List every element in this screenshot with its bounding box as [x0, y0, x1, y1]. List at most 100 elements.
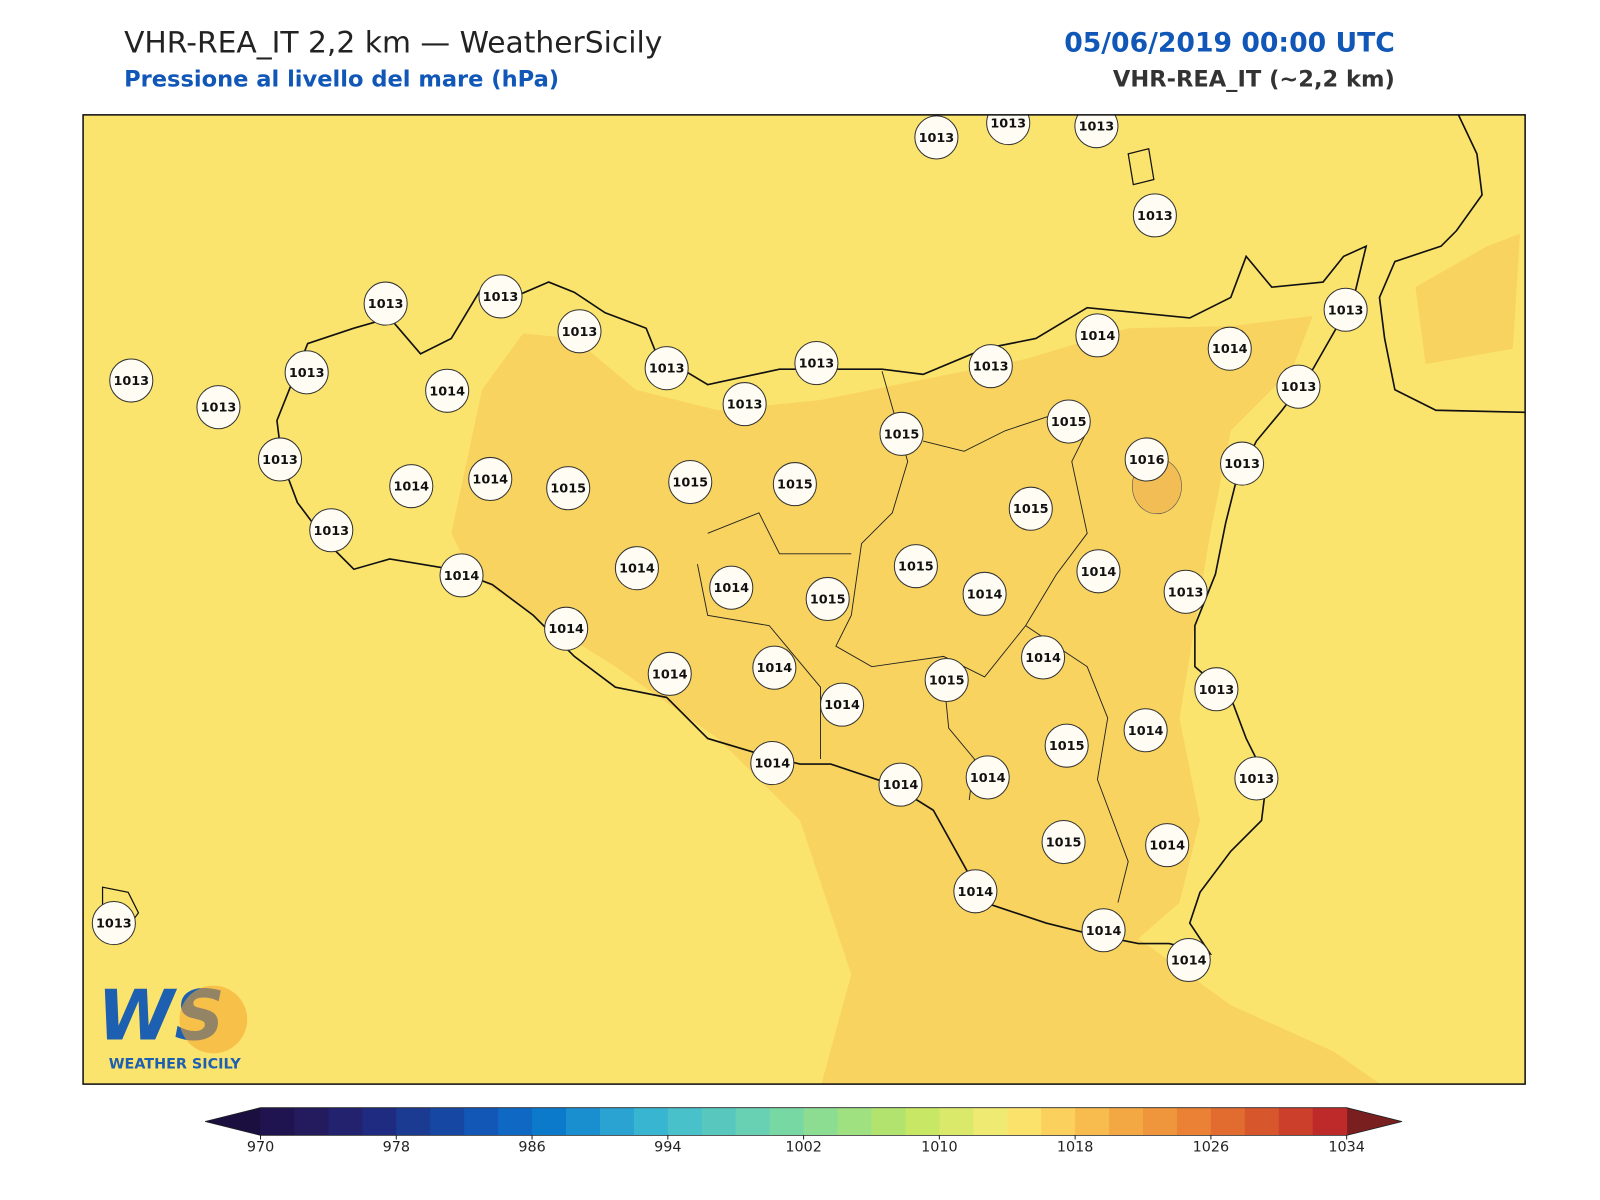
colorbar-bin [498, 1107, 533, 1136]
station-value: 1014 [967, 587, 1003, 602]
colorbar-bin [532, 1107, 567, 1136]
station-marker [914, 115, 959, 160]
station-value: 1013 [973, 360, 1009, 375]
colorbar-bin [1210, 1107, 1246, 1136]
station-marker [1075, 313, 1120, 358]
station-value: 1013 [1137, 209, 1173, 224]
station-value: 1013 [1168, 585, 1204, 600]
colorbar-bin [565, 1107, 601, 1136]
station-marker [986, 114, 1031, 146]
station-value: 1014 [444, 569, 480, 584]
station-value: 1013 [1079, 120, 1115, 135]
subtitle: Pressione al livello del mare (hPa) [124, 67, 559, 93]
colorbar-bin [464, 1107, 499, 1136]
station-marker [1041, 819, 1086, 865]
station-marker [1081, 908, 1126, 953]
station-value: 1014 [958, 885, 994, 900]
stations: 1013 1013 1013 1013 1013 1013 1013 1013 1013 1013… [91, 114, 1368, 983]
station-value: 1014 [548, 622, 584, 637]
station-marker [1207, 326, 1252, 371]
station-value: 1015 [884, 427, 920, 442]
map-frame [82, 114, 1526, 1085]
station-value: 1014 [393, 480, 429, 495]
colorbar-bin [396, 1107, 431, 1136]
station-marker [1220, 441, 1265, 486]
station-value: 1014 [1149, 839, 1185, 854]
station-marker [1046, 399, 1091, 444]
station-marker [1076, 549, 1121, 594]
station-marker [644, 346, 689, 391]
station-value: 1014 [883, 778, 919, 793]
station-marker [309, 508, 354, 553]
station-value: 1013 [201, 401, 237, 416]
colorbar-bin [430, 1107, 465, 1136]
station-marker [878, 762, 923, 807]
station-marker [965, 755, 1010, 800]
station-value: 1015 [777, 478, 813, 493]
station-marker [544, 606, 589, 651]
station-marker [109, 358, 154, 403]
colorbar-bin [294, 1107, 329, 1136]
station-value: 1013 [1281, 380, 1317, 395]
colorbar-bin [1312, 1107, 1348, 1136]
colorbar-tick-label: 1010 [921, 1140, 958, 1156]
colorbar-bin [735, 1107, 771, 1136]
pressure-zone [1415, 233, 1520, 365]
colorbar-bin [905, 1107, 940, 1136]
datetime: 05/06/2019 00:00 UTC [1064, 28, 1395, 59]
station-value: 1013 [289, 366, 325, 381]
station-marker [1008, 486, 1053, 531]
island [1127, 147, 1155, 186]
colorbar: 970 978 986 994 1002 1010 1018 1026 1034 [205, 1107, 1403, 1156]
station-marker [819, 682, 865, 727]
station-value: 1014 [824, 698, 860, 713]
colorbar-bin [1075, 1107, 1110, 1136]
province-border [696, 371, 1129, 903]
station-marker [91, 901, 136, 946]
station-marker [257, 437, 303, 482]
station-marker [772, 462, 817, 507]
station-marker [953, 869, 998, 914]
station-marker [794, 341, 839, 386]
colorbar-tick-label: 986 [518, 1140, 545, 1156]
coastline [276, 244, 1368, 956]
model-label: VHR-REA_IT (~2,2 km) [1113, 67, 1395, 93]
colorbar-bin [328, 1107, 363, 1136]
station-value: 1013 [919, 131, 955, 146]
station-marker [614, 546, 659, 591]
station-value: 1014 [1086, 924, 1122, 939]
station-value: 1013 [113, 374, 149, 389]
map: 1013 1013 1013 1013 1013 1013 1013 1013 1013 1013… [83, 114, 1526, 1085]
colorbar-tick-label: 1018 [1057, 1140, 1094, 1156]
station-marker [1074, 114, 1119, 149]
station-marker [1132, 193, 1177, 238]
station-marker [1276, 364, 1321, 409]
colorbar-bin [362, 1107, 397, 1136]
station-marker [752, 645, 797, 690]
station-value: 1014 [619, 562, 655, 577]
colorbar-tick-label: 994 [654, 1140, 681, 1156]
station-value: 1015 [929, 674, 965, 689]
station-value: 1015 [1013, 502, 1049, 517]
station-value: 1014 [472, 473, 508, 488]
colorbar-bin [599, 1107, 635, 1136]
station-marker [468, 456, 513, 502]
station-value: 1015 [810, 593, 846, 608]
colorbar-tick-label: 1026 [1193, 1140, 1230, 1156]
station-value: 1013 [483, 290, 519, 305]
colorbar-bin [837, 1107, 872, 1136]
station-marker [1044, 723, 1089, 768]
title: VHR-REA_IT 2,2 km — WeatherSicily [124, 26, 662, 61]
station-value: 1013 [368, 297, 404, 312]
station-marker [1194, 667, 1239, 712]
logo-sun [179, 985, 248, 1054]
station-value: 1013 [1199, 683, 1235, 698]
station-value: 1015 [672, 476, 708, 491]
station-value: 1014 [1171, 954, 1207, 969]
station-marker [1123, 708, 1168, 753]
colorbar-tick-label: 1002 [785, 1140, 822, 1156]
station-marker [478, 274, 523, 319]
station-marker [1323, 287, 1368, 332]
station-marker [805, 576, 850, 622]
station-marker [557, 309, 602, 354]
